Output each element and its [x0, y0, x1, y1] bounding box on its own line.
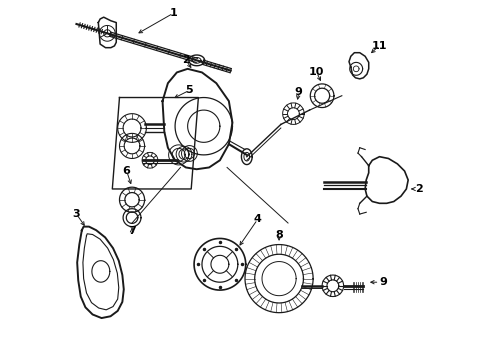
- Text: 2: 2: [416, 184, 423, 194]
- Text: 9: 9: [295, 87, 303, 97]
- Text: 7: 7: [128, 226, 136, 236]
- Text: 11: 11: [372, 41, 387, 50]
- Text: 8: 8: [275, 230, 283, 239]
- Text: 5: 5: [186, 85, 193, 95]
- Text: 2: 2: [182, 55, 190, 65]
- Text: 1: 1: [170, 8, 177, 18]
- Text: 3: 3: [73, 209, 80, 219]
- Text: 10: 10: [309, 67, 324, 77]
- Text: 9: 9: [379, 277, 388, 287]
- Text: 4: 4: [254, 215, 262, 224]
- Text: 6: 6: [122, 166, 131, 176]
